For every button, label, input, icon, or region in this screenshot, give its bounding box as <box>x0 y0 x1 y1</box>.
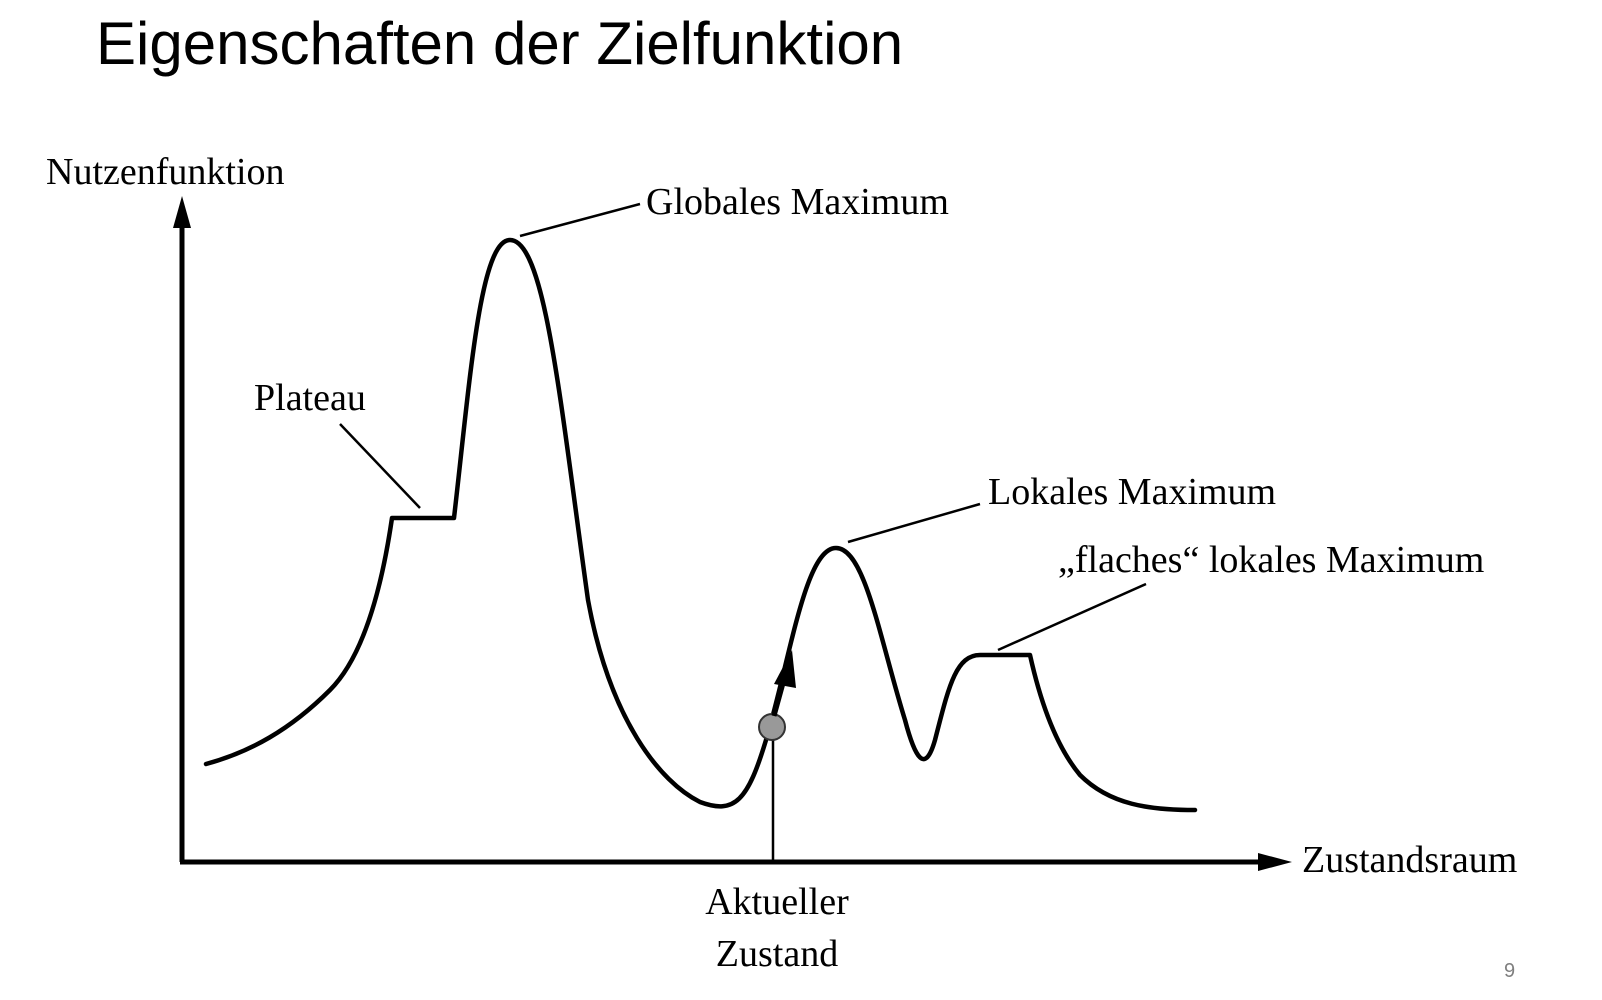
x-axis-arrowhead <box>1258 853 1292 871</box>
global-max-label: Globales Maximum <box>646 181 949 223</box>
plateau-leader <box>339 423 421 509</box>
current-state-label-line1: Aktueller <box>705 881 849 923</box>
local-max-leader <box>847 502 981 544</box>
page-number: 9 <box>1504 960 1516 982</box>
uphill-direction-arrowhead <box>774 650 796 688</box>
global-max-leader <box>519 202 641 238</box>
plateau-label: Plateau <box>254 377 366 419</box>
x-axis-label: Zustandsraum <box>1302 839 1517 881</box>
flat-local-max-label: „flaches“ lokales Maximum <box>1058 539 1484 581</box>
y-axis-arrowhead <box>173 196 191 228</box>
current-state-label-line2: Zustand <box>716 933 838 975</box>
flat-local-max-leader <box>997 582 1147 652</box>
objective-curve <box>203 237 1198 813</box>
slide-title: Eigenschaften der Zielfunktion <box>96 10 904 77</box>
local-max-label: Lokales Maximum <box>988 471 1276 513</box>
current-state-marker <box>758 713 786 741</box>
y-axis-label: Nutzenfunktion <box>46 151 285 193</box>
